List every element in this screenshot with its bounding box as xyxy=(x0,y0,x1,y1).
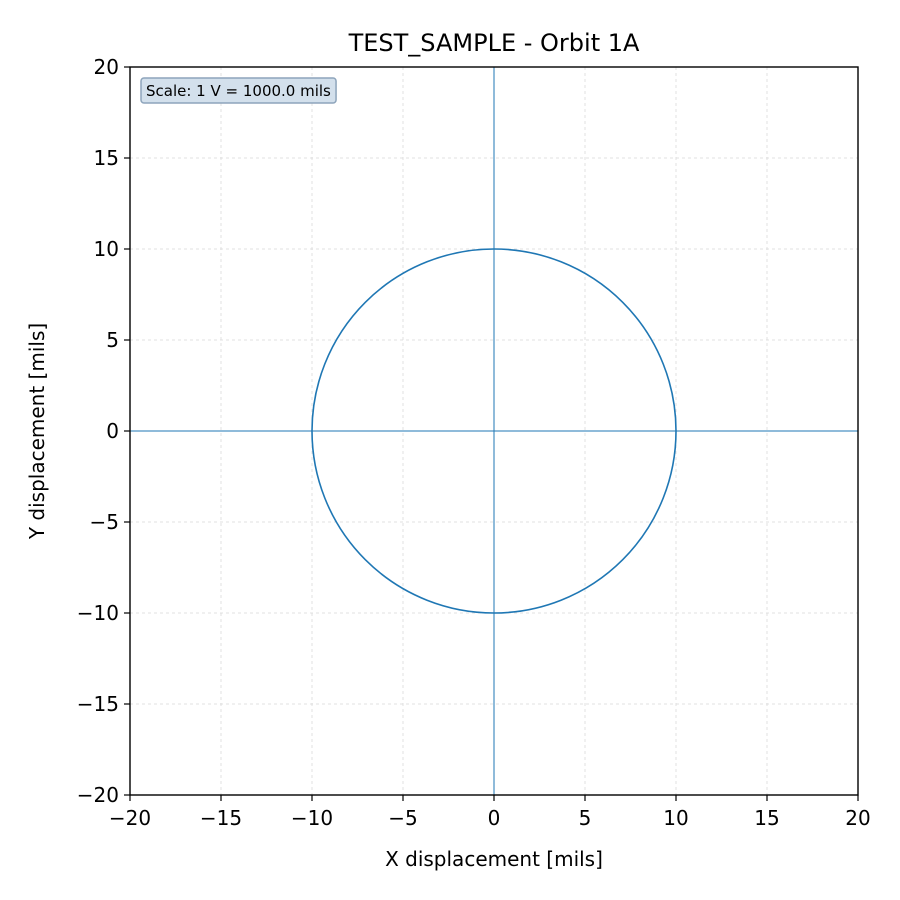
x-tick-label: 20 xyxy=(845,806,870,830)
y-tick-label: 15 xyxy=(94,146,119,170)
y-tick-label: 10 xyxy=(94,237,119,261)
scale-annotation: Scale: 1 V = 1000.0 mils xyxy=(140,77,337,104)
y-tick-label: −5 xyxy=(90,510,119,534)
y-tick-label: −10 xyxy=(77,601,119,625)
y-tick-labels: −20 −15 −10 −5 0 5 10 15 20 xyxy=(77,55,119,807)
x-tick-label: −5 xyxy=(388,806,417,830)
y-tick-label: −20 xyxy=(77,783,119,807)
y-tick-label: 20 xyxy=(94,55,119,79)
x-tick-labels: −20 −15 −10 −5 0 5 10 15 20 xyxy=(109,806,871,830)
x-tick-label: 10 xyxy=(663,806,688,830)
x-tick-label: 5 xyxy=(579,806,592,830)
tick-marks xyxy=(124,66,859,801)
y-tick-label: 0 xyxy=(106,419,119,443)
x-tick-label: −15 xyxy=(200,806,242,830)
x-tick-label: 0 xyxy=(488,806,501,830)
x-axis-label: X displacement [mils] xyxy=(385,847,603,871)
chart-title: TEST_SAMPLE - Orbit 1A xyxy=(348,29,640,57)
series-layer xyxy=(311,248,677,614)
y-axis-label: Y displacement [mils] xyxy=(25,323,49,540)
orbit-circle xyxy=(311,248,677,614)
x-tick-label: −20 xyxy=(109,806,151,830)
y-tick-label: 5 xyxy=(106,328,119,352)
reference-lines xyxy=(130,67,858,795)
y-tick-label: −15 xyxy=(77,692,119,716)
scale-annotation-box xyxy=(140,77,337,104)
x-tick-label: −10 xyxy=(291,806,333,830)
scale-annotation-text: Scale: 1 V = 1000.0 mils xyxy=(146,82,331,100)
x-tick-label: 15 xyxy=(754,806,779,830)
